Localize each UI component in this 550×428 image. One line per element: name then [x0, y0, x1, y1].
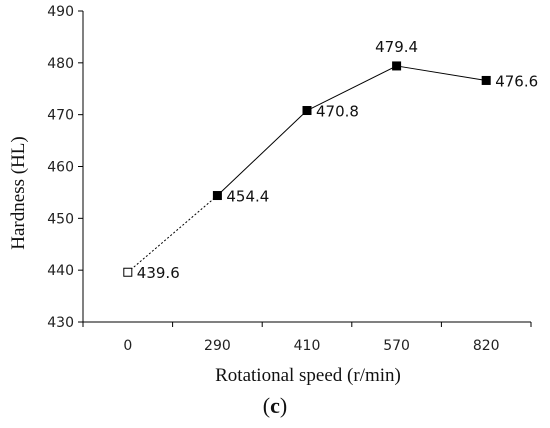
- y-tick-label: 440: [47, 263, 74, 279]
- data-point: [303, 107, 311, 115]
- x-axis-ticks: 0 290 410 570 820: [83, 322, 531, 354]
- series-segment: [217, 111, 307, 196]
- data-point: [482, 76, 490, 84]
- x-axis-title: Rotational speed (r/min): [215, 365, 401, 386]
- panel-label-open: (: [263, 393, 270, 418]
- y-tick-label: 470: [47, 108, 74, 124]
- x-tick-label: 820: [473, 338, 500, 354]
- series-line: [128, 66, 486, 272]
- y-tick-label: 430: [47, 315, 74, 331]
- data-point: [393, 62, 401, 70]
- y-tick-label: 460: [47, 160, 74, 176]
- x-tick-label: 0: [123, 338, 132, 354]
- y-axis-title: Hardness (HL): [8, 136, 29, 249]
- data-point-hollow: [124, 268, 132, 276]
- data-point: [213, 192, 221, 200]
- y-tick-label: 450: [47, 211, 74, 227]
- x-tick-label: 570: [383, 338, 410, 354]
- x-tick-label: 410: [294, 338, 321, 354]
- data-label: 454.4: [226, 188, 269, 206]
- panel-label: (c): [263, 393, 287, 418]
- series-segment: [397, 66, 487, 81]
- data-label: 439.6: [137, 264, 180, 282]
- y-axis-ticks: 430 440 450 460 470 480 490: [47, 4, 83, 331]
- data-labels: 439.6 454.4 470.8 479.4 476.6: [137, 38, 538, 282]
- data-label: 470.8: [316, 103, 359, 121]
- data-label: 479.4: [375, 38, 418, 56]
- y-tick-label: 490: [47, 4, 74, 20]
- y-tick-label: 480: [47, 56, 74, 72]
- series-segment-dotted: [128, 196, 218, 273]
- x-tick-label: 290: [204, 338, 231, 354]
- series-markers: [124, 62, 490, 276]
- panel-label-letter: c: [270, 393, 280, 418]
- data-label: 476.6: [495, 72, 538, 90]
- panel-label-close: ): [280, 393, 287, 418]
